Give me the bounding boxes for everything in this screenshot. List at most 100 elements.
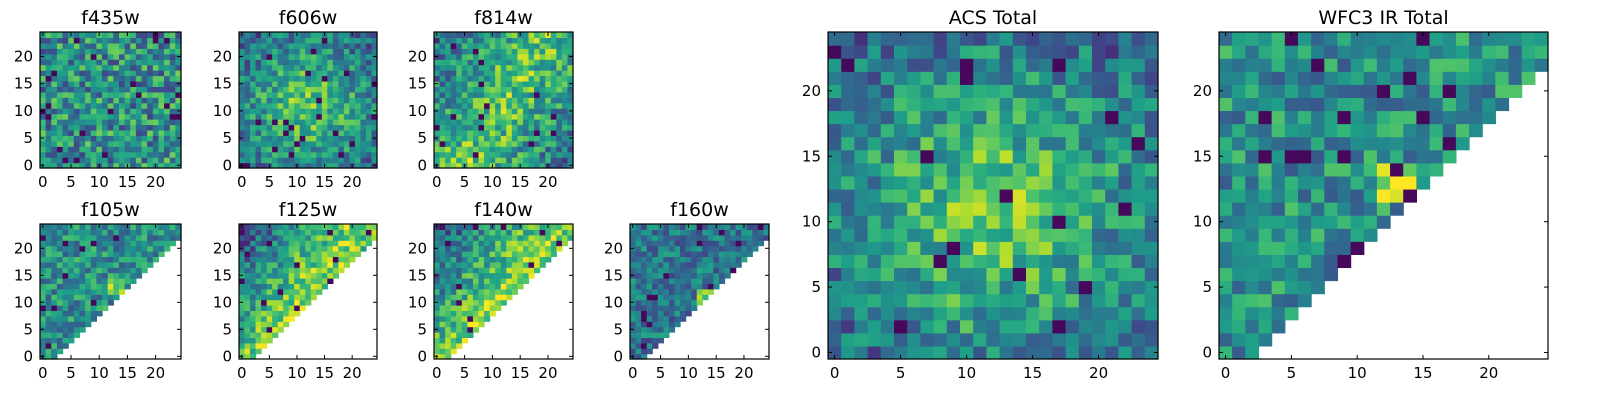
heatmap-cell [495, 272, 502, 279]
heatmap-cell [124, 86, 131, 93]
heatmap-cell [1131, 149, 1146, 164]
heatmap-cell [841, 110, 855, 125]
heatmap-cell [305, 119, 312, 126]
heatmap-cell [1297, 110, 1312, 125]
heatmap-cell [718, 278, 726, 284]
heatmap-cell [999, 45, 1014, 59]
heatmap-cell [652, 245, 659, 252]
panel-title: ACS Total [949, 7, 1037, 29]
heatmap-cell [1390, 84, 1404, 98]
heatmap-cell [500, 224, 507, 230]
heatmap-cell [239, 310, 246, 317]
heatmap-cell [365, 64, 373, 71]
heatmap-cell [164, 80, 171, 87]
heatmap-cell [1363, 175, 1378, 190]
heatmap-cell [439, 157, 446, 164]
heatmap-cell [299, 157, 306, 164]
heatmap-cell [272, 288, 279, 295]
heatmap-cell [175, 102, 182, 109]
heatmap-cell [79, 294, 86, 301]
heatmap-cell [528, 119, 535, 126]
heatmap-cell [907, 58, 921, 72]
heatmap-cell [1118, 306, 1133, 321]
heatmap-cell [450, 70, 457, 77]
heatmap-cell [1258, 228, 1273, 242]
heatmap-cell [288, 299, 295, 306]
heatmap-cell [1105, 32, 1119, 46]
heatmap-cells [434, 224, 574, 360]
heatmap-cell [1039, 45, 1053, 59]
heatmap-cell [1118, 45, 1133, 59]
heatmap-cell [946, 202, 961, 216]
heatmap-cell [90, 224, 97, 230]
heatmap-cell [130, 162, 137, 169]
heatmap-cell [1258, 332, 1273, 347]
heatmap-cell [113, 151, 120, 158]
heatmap-cell [434, 48, 441, 55]
heatmap-cell [1105, 84, 1119, 98]
heatmap-cell [674, 267, 681, 274]
heatmap-cell [894, 110, 908, 125]
heatmap-cell [332, 234, 339, 241]
heatmap-cell [495, 299, 502, 306]
heatmap-cell [164, 64, 171, 71]
heatmap-cell [85, 299, 92, 306]
heatmap-cell [354, 146, 362, 153]
heatmap-cell [299, 113, 306, 120]
heatmap-cell [239, 229, 246, 236]
heatmap-cell [1092, 123, 1106, 138]
heatmap-cell [158, 108, 165, 115]
heatmap-cell [1245, 136, 1260, 151]
heatmap-cell [277, 162, 284, 169]
heatmap-cell [272, 113, 279, 120]
heatmap-cell [517, 278, 524, 284]
heatmap-cell [691, 256, 698, 263]
heatmap-cell [310, 151, 317, 158]
heatmap-cell [539, 91, 546, 98]
heatmap-cell [500, 70, 507, 77]
heatmap-cell [517, 86, 524, 93]
heatmap-cell [1118, 84, 1133, 98]
heatmap-cell [657, 326, 664, 333]
heatmap-cell [316, 80, 323, 87]
heatmap-cell [277, 283, 284, 290]
heatmap-cell [1026, 188, 1040, 203]
heatmap-cell [641, 305, 648, 311]
heatmap-cell [1258, 97, 1273, 112]
heatmap-cell [674, 240, 681, 247]
heatmap-cell [1376, 175, 1391, 190]
heatmap-cell [1232, 280, 1246, 295]
heatmap-cell [933, 175, 948, 190]
heatmap-cell [1039, 267, 1053, 282]
heatmap-cell [239, 332, 246, 338]
heatmap-cell [528, 261, 535, 268]
heatmap-cell [152, 256, 160, 263]
heatmap-cell [680, 305, 687, 311]
heatmap-cell [1337, 84, 1352, 98]
y-tick-label: 15 [408, 75, 427, 93]
heatmap-cell [371, 229, 378, 236]
heatmap-cell [696, 283, 703, 290]
heatmap-cell [528, 108, 535, 115]
heatmap-cell [250, 342, 257, 349]
heatmap-cell [472, 129, 480, 136]
heatmap-cell [528, 234, 535, 241]
heatmap-cell [484, 37, 491, 44]
heatmap-cell [272, 278, 279, 284]
heatmap-cell [1078, 149, 1093, 164]
heatmap-cell [663, 299, 670, 306]
heatmap-cell [164, 59, 171, 66]
heatmap-cell [73, 251, 81, 257]
heatmap-cell [244, 326, 251, 333]
heatmap-cell [68, 288, 75, 295]
heatmap-cell [674, 224, 681, 230]
heatmap-cell [1144, 97, 1159, 112]
heatmap-cell [1039, 332, 1053, 347]
heatmap-cell [456, 48, 463, 55]
heatmap-cell [305, 240, 312, 247]
heatmap-cell [152, 157, 160, 164]
heatmap-cell [102, 234, 109, 241]
heatmap-cell [434, 278, 441, 284]
heatmap-cell [56, 245, 64, 252]
heatmap-cell [946, 228, 961, 242]
